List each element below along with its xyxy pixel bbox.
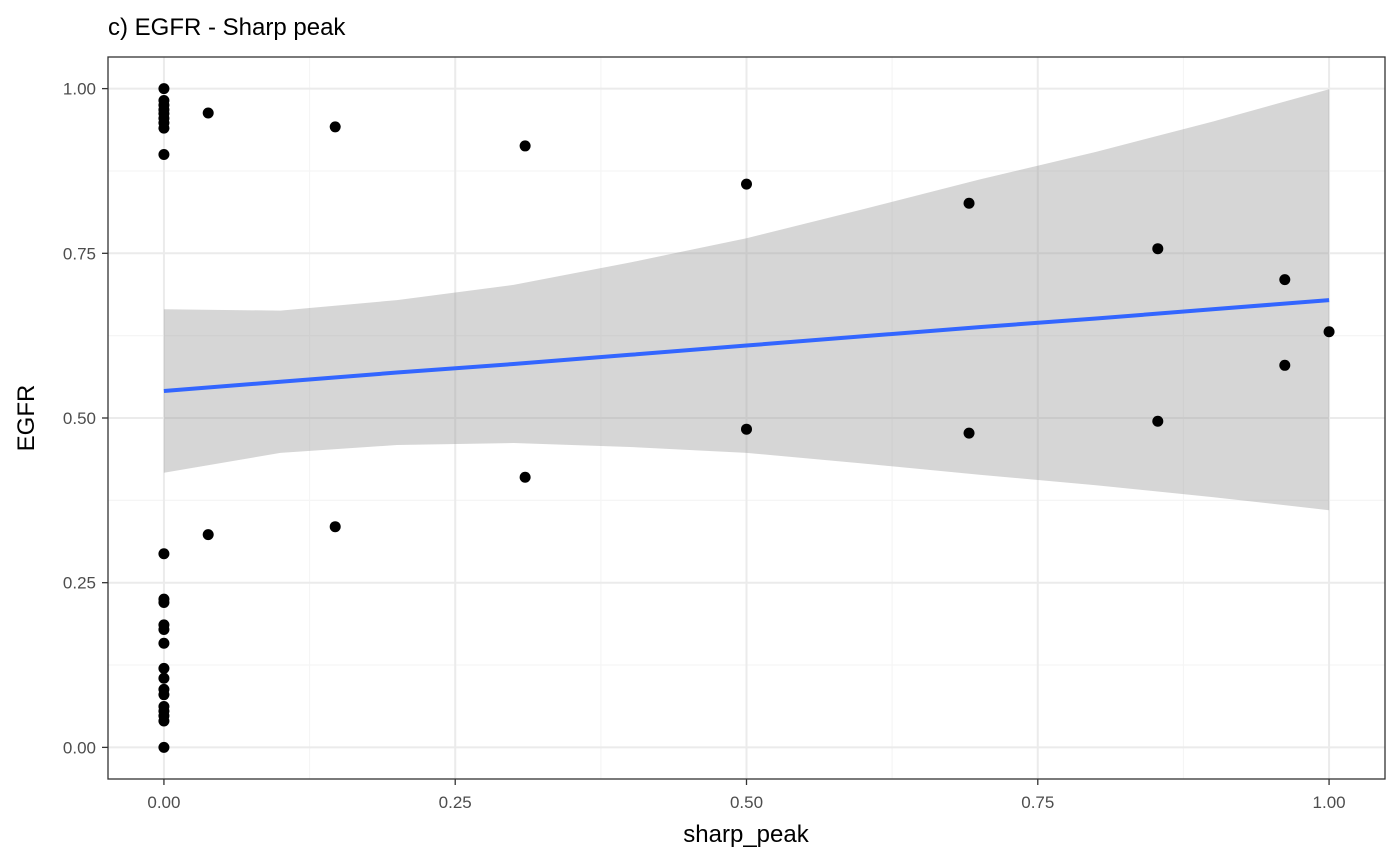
data-points: [158, 83, 1335, 753]
data-point: [329, 121, 341, 133]
y-tick-label: 0.00: [63, 738, 96, 757]
data-point: [158, 548, 170, 560]
data-point: [158, 148, 170, 160]
data-point: [1323, 326, 1335, 338]
data-point: [158, 662, 170, 674]
x-tick-label: 0.00: [147, 793, 180, 812]
data-point: [158, 689, 170, 701]
data-point: [1152, 243, 1164, 255]
data-point: [519, 140, 531, 152]
data-point: [202, 107, 214, 119]
y-axis: 0.00 0.25 0.50 0.75 1.00: [63, 80, 108, 757]
grid-major: [108, 57, 1385, 779]
x-axis-title: sharp_peak: [683, 821, 809, 848]
x-axis: 0.00 0.25 0.50 0.75 1.00: [147, 779, 1346, 812]
data-point: [158, 741, 170, 753]
data-point: [519, 471, 531, 483]
data-point: [158, 623, 170, 635]
plot-panel: [107, 56, 1386, 780]
regression-line: [163, 298, 1330, 393]
data-point: [1279, 274, 1291, 286]
data-point: [329, 521, 341, 533]
data-point: [741, 178, 752, 190]
y-axis-title: EGFR: [13, 385, 40, 452]
data-point: [158, 122, 170, 134]
y-tick-label: 0.75: [63, 244, 96, 263]
data-point: [158, 672, 170, 684]
data-point: [963, 197, 975, 209]
data-point: [158, 596, 170, 608]
plot-title: c) EGFR - Sharp peak: [108, 14, 346, 41]
data-point: [158, 83, 170, 95]
data-point: [1279, 359, 1291, 371]
data-point: [202, 529, 214, 541]
y-tick-label: 0.50: [63, 409, 96, 428]
data-point: [1152, 415, 1164, 427]
confidence-band: [163, 89, 1330, 511]
x-tick-label: 0.75: [1021, 793, 1054, 812]
data-point: [963, 427, 975, 439]
x-tick-label: 0.50: [730, 793, 763, 812]
x-tick-label: 1.00: [1313, 793, 1346, 812]
x-tick-label: 0.25: [439, 793, 472, 812]
y-tick-label: 1.00: [63, 80, 96, 99]
data-point: [158, 715, 170, 727]
data-point: [158, 637, 170, 649]
data-point: [741, 423, 752, 435]
y-tick-label: 0.25: [63, 574, 96, 593]
